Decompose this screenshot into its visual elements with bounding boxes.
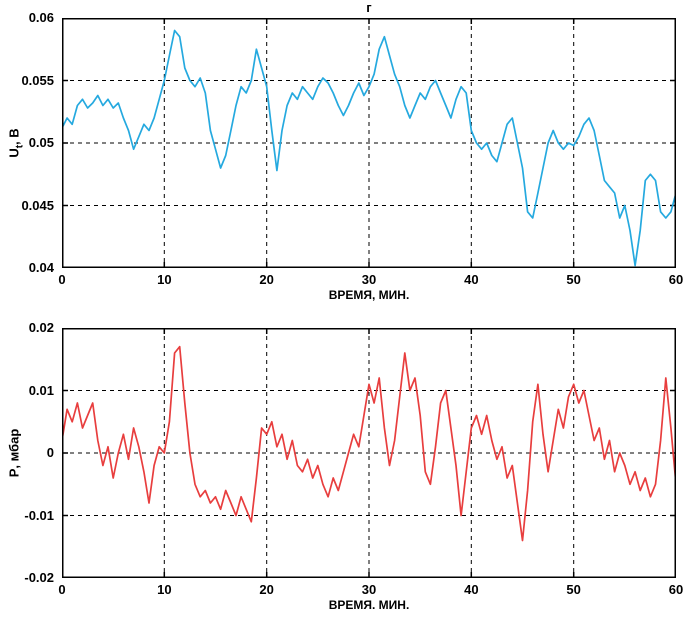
chart-ut-voltage: г Ut, В 0.04 0.045 0.05 0.055 0.06 0 10 20 30 40… [7, 0, 684, 302]
x-tick-label: 0 [58, 582, 66, 597]
data-line [62, 29, 676, 267]
chart-p-pressure: P, мбар -0.02 -0.01 0 0.01 0.02 0 10 20 30 40 50 6… [0, 310, 692, 620]
x-tick-label: 10 [157, 272, 172, 287]
x-tick-label: 60 [668, 272, 684, 287]
y-tick-label: 0.06 [28, 10, 54, 25]
y-tick-label: 0.055 [21, 72, 54, 88]
x-axis-label: ВРЕМЯ, МИН. [328, 288, 410, 302]
x-tick-label: 20 [259, 272, 274, 287]
chart-title: г [366, 0, 372, 15]
x-tick-label: 60 [668, 582, 684, 597]
x-tick-label: 30 [361, 272, 377, 287]
y-tick-label: 0.01 [28, 382, 54, 398]
y-tick-label: -0.01 [24, 507, 54, 523]
y-tick-label: 0.05 [28, 135, 54, 150]
x-axis-label: ВРЕМЯ. МИН. [328, 598, 410, 612]
plot-area [62, 328, 676, 578]
x-tick-label: 30 [361, 582, 377, 597]
y-tick-label: -0.02 [24, 570, 54, 585]
plot-area [62, 18, 676, 268]
data-line [62, 345, 676, 542]
x-tick-label: 50 [566, 272, 581, 287]
x-tick-label: 0 [58, 272, 66, 287]
y-tick-label: 0.045 [21, 197, 54, 213]
x-tick-label: 50 [566, 582, 581, 597]
x-tick-label: 40 [464, 582, 479, 597]
y-tick-label: 0.02 [28, 320, 54, 335]
x-tick-label: 40 [464, 272, 479, 287]
x-tick-label: 20 [259, 582, 274, 597]
y-tick-label: 0 [46, 445, 54, 460]
y-tick-label: 0.04 [28, 260, 54, 275]
y-axis-label-main: P [6, 468, 22, 478]
x-tick-label: 10 [157, 582, 172, 597]
